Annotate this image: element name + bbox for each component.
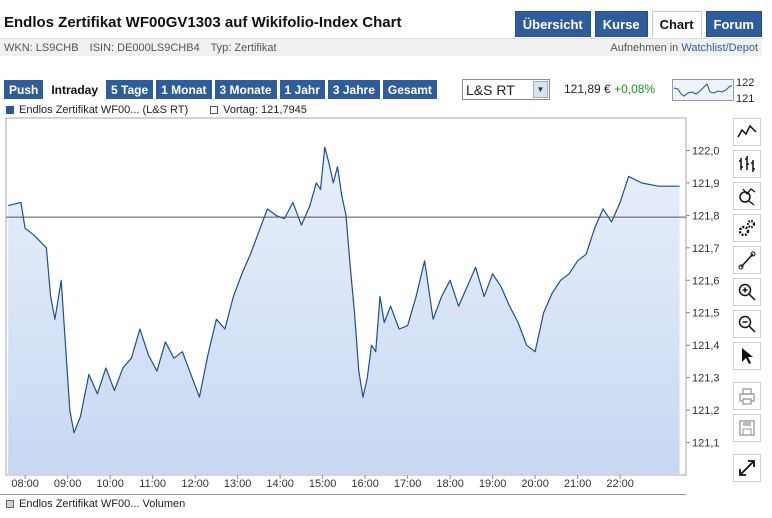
price-area-fill: [8, 147, 680, 475]
x-tick-label: 22:00: [606, 478, 634, 490]
legend-previous: Vortag: 121,7945: [223, 104, 307, 116]
isin-label: ISIN: DE000LS9CHB4: [89, 42, 200, 54]
type-label: Typ: Zertifikat: [210, 42, 277, 54]
page-title: Endlos Zertifikat WF00GV1303 auf Wikifol…: [4, 14, 402, 31]
y-tick-label: 121,6: [692, 275, 720, 287]
wkn-label: WKN: LS9CHB: [4, 42, 79, 54]
volume-swatch: [6, 500, 14, 508]
y-tick-label: 121,4: [692, 340, 720, 352]
quote-change: +0,08%: [614, 82, 656, 96]
nav-tab-kurse[interactable]: Kurse: [594, 11, 648, 37]
fullscreen-icon[interactable]: [733, 454, 761, 482]
period-5-tage[interactable]: 5 Tage: [106, 80, 154, 99]
exchange-value: L&S RT: [466, 81, 515, 98]
x-tick-label: 15:00: [309, 478, 337, 490]
previous-close-swatch: [210, 106, 219, 114]
zoom-in-icon[interactable]: [733, 278, 761, 306]
watchlist-link[interactable]: Watchlist/Depot: [681, 42, 758, 54]
period-3-jahre[interactable]: 3 Jahre: [327, 80, 380, 99]
x-tick-label: 18:00: [436, 478, 464, 490]
period-3-monate[interactable]: 3 Monate: [214, 80, 277, 99]
y-tick-label: 121,2: [692, 405, 720, 417]
line-chart-icon[interactable]: [733, 118, 761, 146]
legend-series: Endlos Zertifikat WF00... (L&S RT): [19, 104, 189, 116]
x-tick-label: 20:00: [521, 478, 549, 490]
volume-label: Endlos Zertifikat WF00... Volumen: [19, 498, 186, 510]
push-button[interactable]: Push: [4, 80, 44, 99]
ohlc-chart-icon[interactable]: [733, 150, 761, 178]
y-tick-label: 122,0: [692, 145, 720, 157]
nav-tab-uebersicht[interactable]: Übersicht: [514, 11, 591, 37]
x-tick-label: 21:00: [564, 478, 592, 490]
mini-chart-thumbnail[interactable]: [672, 79, 734, 101]
save-icon[interactable]: [733, 414, 761, 442]
y-tick-label: 121,9: [692, 178, 720, 190]
period-selector: Push Intraday 5 Tage 1 Monat 3 Monate 1 …: [4, 80, 437, 99]
x-tick-label: 17:00: [394, 478, 422, 490]
period-intraday[interactable]: Intraday: [46, 80, 104, 99]
x-tick-label: 12:00: [181, 478, 209, 490]
x-tick-label: 16:00: [351, 478, 379, 490]
info-bar: WKN: LS9CHB ISIN: DE000LS9CHB4 Typ: Zert…: [0, 38, 762, 56]
volume-legend: Endlos Zertifikat WF00... Volumen: [6, 498, 185, 510]
chevron-down-icon[interactable]: ▼: [533, 81, 548, 98]
print-icon[interactable]: [733, 382, 761, 410]
x-tick-label: 10:00: [96, 478, 124, 490]
x-tick-label: 08:00: [11, 478, 39, 490]
y-tick-label: 121,5: [692, 308, 720, 320]
volume-panel: Endlos Zertifikat WF00... Volumen: [0, 494, 686, 518]
y-tick-label: 121,7: [692, 243, 720, 255]
period-gesamt[interactable]: Gesamt: [382, 80, 437, 99]
chart-legend: Endlos Zertifikat WF00... (L&S RT) Vorta…: [6, 104, 307, 116]
x-tick-label: 11:00: [139, 478, 166, 490]
x-tick-label: 13:00: [224, 478, 252, 490]
mini-chart-high: 122: [736, 77, 755, 89]
period-1-monat[interactable]: 1 Monat: [156, 80, 212, 99]
y-tick-label: 121,8: [692, 210, 720, 222]
period-1-jahr[interactable]: 1 Jahr: [279, 80, 325, 99]
mini-chart-sparkline: [673, 83, 732, 97]
indicator-search-icon[interactable]: [733, 182, 761, 210]
price-series-line: [7, 146, 680, 434]
settings-gears-icon[interactable]: [733, 214, 761, 242]
y-tick-label: 121,3: [692, 373, 720, 385]
zoom-out-icon[interactable]: [733, 310, 761, 338]
pointer-icon[interactable]: [733, 342, 761, 370]
x-tick-label: 09:00: [54, 478, 82, 490]
security-ids: WKN: LS9CHB ISIN: DE000LS9CHB4 Typ: Zert…: [4, 42, 285, 54]
x-tick-label: 14:00: [266, 478, 294, 490]
chart-toolbar: [733, 118, 761, 486]
quote-price: 121,89 €: [564, 82, 611, 96]
nav-tab-forum[interactable]: Forum: [705, 11, 762, 37]
x-tick-label: 19:00: [479, 478, 507, 490]
nav-tab-chart[interactable]: Chart: [651, 11, 702, 37]
y-tick-label: 121,1: [692, 438, 720, 450]
mini-chart-low: 121: [736, 93, 755, 105]
top-nav: Übersicht Kurse Chart Forum: [514, 11, 762, 37]
series-swatch: [6, 106, 14, 114]
watchlist-prefix: Aufnehmen in: [610, 42, 679, 54]
watchlist-add: Aufnehmen in Watchlist/Depot: [610, 42, 758, 54]
exchange-select[interactable]: L&S RT ▼: [462, 79, 550, 100]
quote: 121,89 € +0,08%: [564, 82, 655, 96]
draw-line-icon[interactable]: [733, 246, 761, 274]
